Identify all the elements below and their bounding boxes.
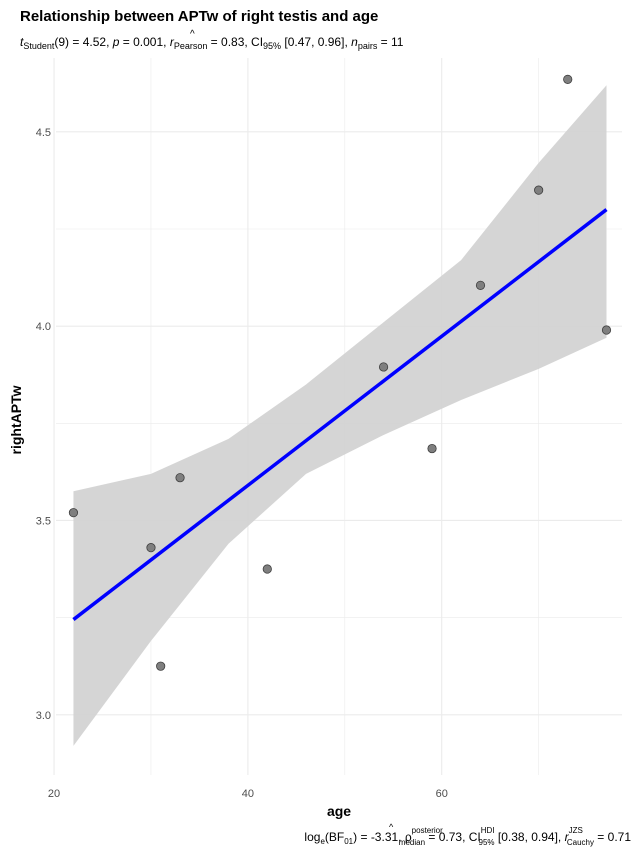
- data-point: [475, 280, 486, 290]
- data-point: [262, 564, 272, 574]
- data-point: [156, 661, 166, 671]
- data-point: [68, 508, 79, 518]
- data-point: [601, 325, 612, 335]
- chart-title: Relationship between APTw of right testi…: [20, 8, 378, 25]
- data-point: [534, 185, 544, 195]
- y-tick-label: 3.5: [36, 515, 51, 527]
- y-axis-title: rightAPTw: [8, 385, 24, 454]
- subtitle-r-hat: ^: [190, 29, 195, 40]
- y-tick-label: 4.0: [36, 321, 51, 333]
- y-tick-label: 4.5: [36, 127, 51, 139]
- data-point: [378, 362, 389, 372]
- data-point: [427, 443, 437, 454]
- data-point: [563, 74, 573, 84]
- x-axis-ticks: 20 40 60: [48, 788, 448, 800]
- regression-line: [72, 208, 608, 621]
- x-axis-title: age: [327, 803, 351, 819]
- data-point: [175, 473, 185, 483]
- x-tick-label: 20: [48, 788, 60, 800]
- chart-caption: loge(BF01) = -3.31, ρposterior median = 0…: [304, 826, 631, 847]
- x-tick-label: 60: [436, 788, 448, 800]
- data-point: [146, 543, 156, 553]
- caption-rho-hat: ^: [389, 822, 394, 832]
- y-axis-ticks: 3.0 3.5 4.0 4.5: [36, 127, 51, 722]
- chart-subtitle: tStudent(9) = 4.52, p = 0.001, rPearson …: [20, 35, 404, 51]
- plot-panel: [53, 58, 622, 775]
- x-tick-label: 40: [242, 788, 254, 800]
- y-tick-label: 3.0: [36, 710, 51, 722]
- data-points: [68, 74, 612, 671]
